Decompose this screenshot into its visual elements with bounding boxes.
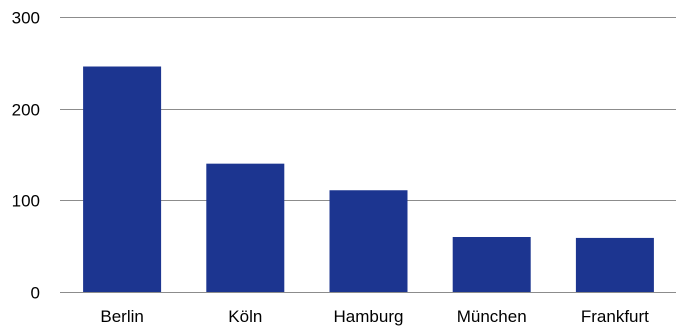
bar-frankfurt: [575, 237, 654, 292]
gridlines: [60, 17, 676, 293]
y-tick-label: 200: [12, 101, 40, 120]
category-label-münchen: München: [457, 307, 527, 326]
bars: [83, 66, 654, 292]
x-axis-category-labels: Berlin Köln Hamburg München Frankfurt: [100, 307, 649, 326]
y-tick-label: 0: [31, 284, 40, 303]
y-axis-tick-labels: 0 100 200 300: [12, 9, 40, 303]
category-label-frankfurt: Frankfurt: [581, 307, 649, 326]
bar-berlin: [83, 66, 162, 292]
category-label-berlin: Berlin: [100, 307, 143, 326]
y-tick-label: 100: [12, 192, 40, 211]
bar-köln: [206, 163, 285, 292]
bar-hamburg: [329, 190, 408, 292]
y-tick-label: 300: [12, 9, 40, 28]
category-label-köln: Köln: [228, 307, 262, 326]
bar-münchen: [452, 237, 531, 292]
category-label-hamburg: Hamburg: [334, 307, 404, 326]
